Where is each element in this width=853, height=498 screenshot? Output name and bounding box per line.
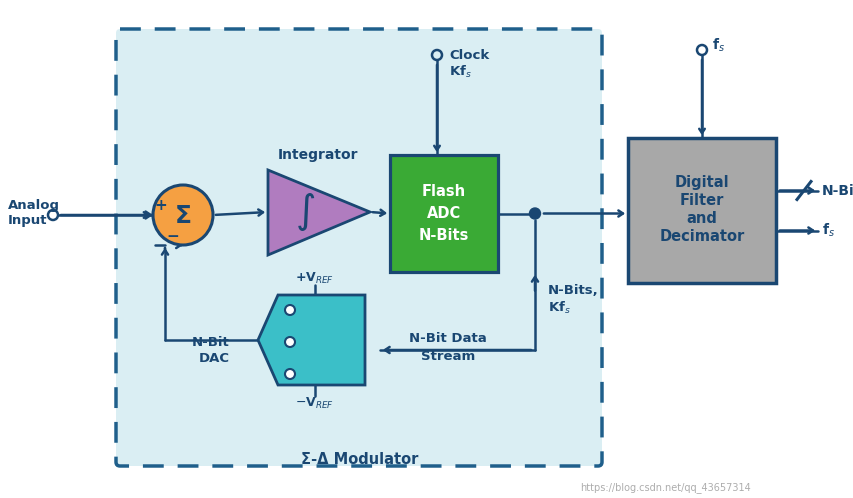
Text: +: + [154,198,167,213]
Text: N-Bits: N-Bits [821,183,853,198]
Circle shape [285,305,294,315]
Text: f$_s$: f$_s$ [711,36,724,54]
Circle shape [153,185,212,245]
Text: $-$V$_{REF}$: $-$V$_{REF}$ [295,395,334,410]
Text: Analog: Analog [8,199,60,212]
Circle shape [285,369,294,379]
Text: Filter: Filter [679,193,723,208]
Text: +V$_{REF}$: +V$_{REF}$ [295,270,334,285]
FancyBboxPatch shape [627,138,775,283]
Text: and: and [686,211,717,226]
Text: N-Bit Data: N-Bit Data [409,332,486,345]
Text: N-Bit: N-Bit [192,336,229,349]
Text: Clock: Clock [449,48,489,61]
Text: N-Bits,: N-Bits, [548,283,598,296]
Text: $\mathbf{\Sigma}$: $\mathbf{\Sigma}$ [174,204,191,228]
Text: Kf$_s$: Kf$_s$ [548,300,570,316]
Text: DAC: DAC [199,352,229,365]
Text: Kf$_s$: Kf$_s$ [449,64,471,80]
Text: Digital: Digital [674,175,728,190]
FancyBboxPatch shape [390,155,497,272]
Polygon shape [258,295,364,385]
Text: Input: Input [8,214,48,227]
Text: −: − [166,229,179,244]
Circle shape [529,208,540,219]
Text: ADC: ADC [426,206,461,221]
Text: Σ-Δ Modulator: Σ-Δ Modulator [301,453,418,468]
Text: Decimator: Decimator [659,229,744,244]
Text: Integrator: Integrator [277,148,357,162]
Text: https://blog.csdn.net/qq_43657314: https://blog.csdn.net/qq_43657314 [579,483,750,494]
Text: N-Bits: N-Bits [418,228,468,243]
Text: $\int$: $\int$ [294,191,315,233]
Text: Flash: Flash [421,184,466,199]
Polygon shape [268,170,369,255]
Text: f$_s$: f$_s$ [821,222,834,239]
Text: Stream: Stream [421,350,474,363]
FancyBboxPatch shape [116,29,601,466]
Circle shape [285,337,294,347]
